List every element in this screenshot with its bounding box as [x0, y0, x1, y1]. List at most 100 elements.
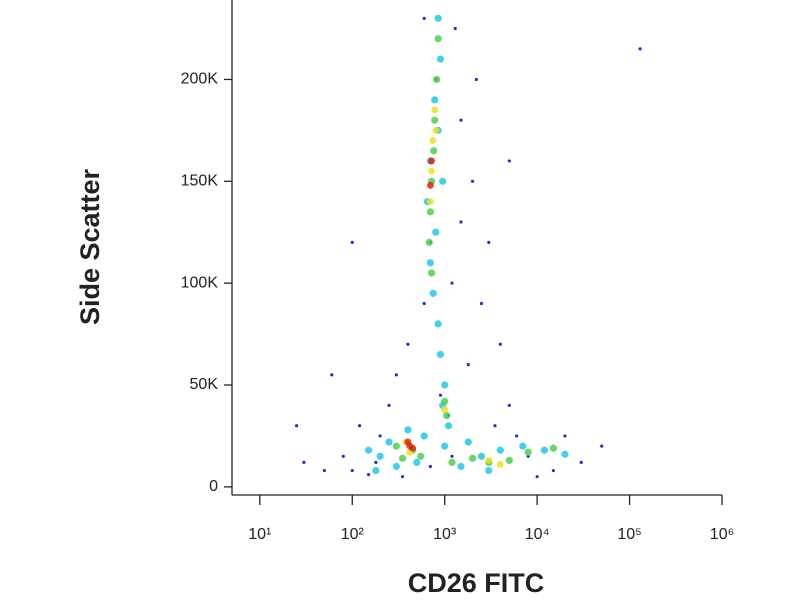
- point: [515, 434, 519, 438]
- point: [439, 177, 447, 185]
- point: [330, 373, 334, 377]
- point: [540, 446, 549, 454]
- point: [485, 456, 493, 464]
- point: [563, 434, 567, 438]
- point: [474, 77, 478, 82]
- y-tick-label: 0: [209, 478, 218, 495]
- point: [444, 422, 453, 430]
- point: [431, 96, 439, 104]
- point: [436, 350, 445, 359]
- point: [450, 281, 454, 285]
- point: [417, 452, 425, 460]
- point: [498, 342, 502, 346]
- point: [535, 475, 539, 479]
- point: [432, 126, 440, 134]
- y-tick-label: 50K: [190, 376, 219, 393]
- point: [431, 116, 439, 124]
- point: [364, 446, 373, 454]
- point: [426, 259, 434, 267]
- point: [428, 464, 432, 469]
- point: [426, 198, 434, 206]
- point: [549, 444, 558, 452]
- point: [392, 462, 400, 471]
- point: [429, 137, 437, 144]
- point: [302, 460, 306, 465]
- point: [366, 473, 371, 477]
- point: [477, 452, 486, 460]
- point: [429, 289, 437, 297]
- y-tick-label: 100K: [181, 274, 219, 291]
- point: [422, 301, 426, 306]
- point: [420, 432, 428, 440]
- point: [438, 393, 443, 397]
- point: [485, 466, 493, 475]
- point: [409, 444, 417, 452]
- point: [430, 147, 438, 155]
- point: [551, 468, 556, 473]
- x-tick-label: 10¹: [248, 526, 271, 543]
- point: [427, 269, 436, 277]
- point: [487, 240, 491, 245]
- point: [400, 475, 405, 479]
- point: [350, 240, 354, 245]
- point: [385, 438, 393, 446]
- point: [357, 424, 362, 428]
- point: [441, 381, 449, 389]
- point: [428, 157, 435, 165]
- point: [441, 442, 449, 450]
- point: [457, 462, 465, 471]
- point: [376, 452, 384, 460]
- point: [450, 454, 454, 458]
- point: [448, 458, 456, 467]
- point: [436, 55, 445, 63]
- point: [433, 75, 441, 84]
- point: [453, 26, 457, 31]
- y-tick-label: 150K: [181, 173, 219, 190]
- point: [493, 424, 497, 428]
- point: [434, 320, 442, 328]
- point: [441, 397, 449, 405]
- x-tick-label: 10⁴: [525, 526, 550, 543]
- point: [505, 456, 513, 464]
- point: [406, 342, 410, 346]
- point: [524, 448, 532, 456]
- point: [470, 179, 475, 183]
- point: [426, 181, 434, 189]
- point: [479, 301, 484, 306]
- point: [425, 238, 433, 247]
- point: [426, 208, 434, 216]
- point: [443, 411, 451, 420]
- point: [459, 220, 463, 224]
- point: [464, 438, 472, 446]
- point: [404, 426, 412, 434]
- point: [459, 118, 463, 122]
- point: [322, 468, 327, 473]
- y-tick-label: 200K: [181, 71, 219, 88]
- point: [398, 454, 407, 462]
- point: [638, 47, 642, 51]
- x-tick-label: 10⁵: [617, 526, 641, 543]
- point: [394, 373, 398, 377]
- point: [350, 468, 354, 473]
- point: [561, 450, 569, 458]
- point: [378, 434, 382, 438]
- y-axis-label: Side Scatter: [75, 168, 105, 325]
- point: [432, 228, 440, 236]
- point: [374, 460, 378, 465]
- point: [372, 466, 380, 475]
- point: [466, 363, 470, 367]
- point: [434, 35, 442, 43]
- point: [392, 442, 400, 450]
- point: [413, 458, 421, 467]
- point: [507, 403, 511, 407]
- point: [434, 14, 442, 22]
- point: [387, 403, 391, 407]
- x-axis-label: CD26 FITC: [408, 568, 545, 598]
- point: [496, 446, 504, 454]
- x-tick-label: 10³: [433, 526, 457, 543]
- point: [428, 167, 435, 175]
- point: [496, 461, 504, 468]
- point: [422, 16, 426, 20]
